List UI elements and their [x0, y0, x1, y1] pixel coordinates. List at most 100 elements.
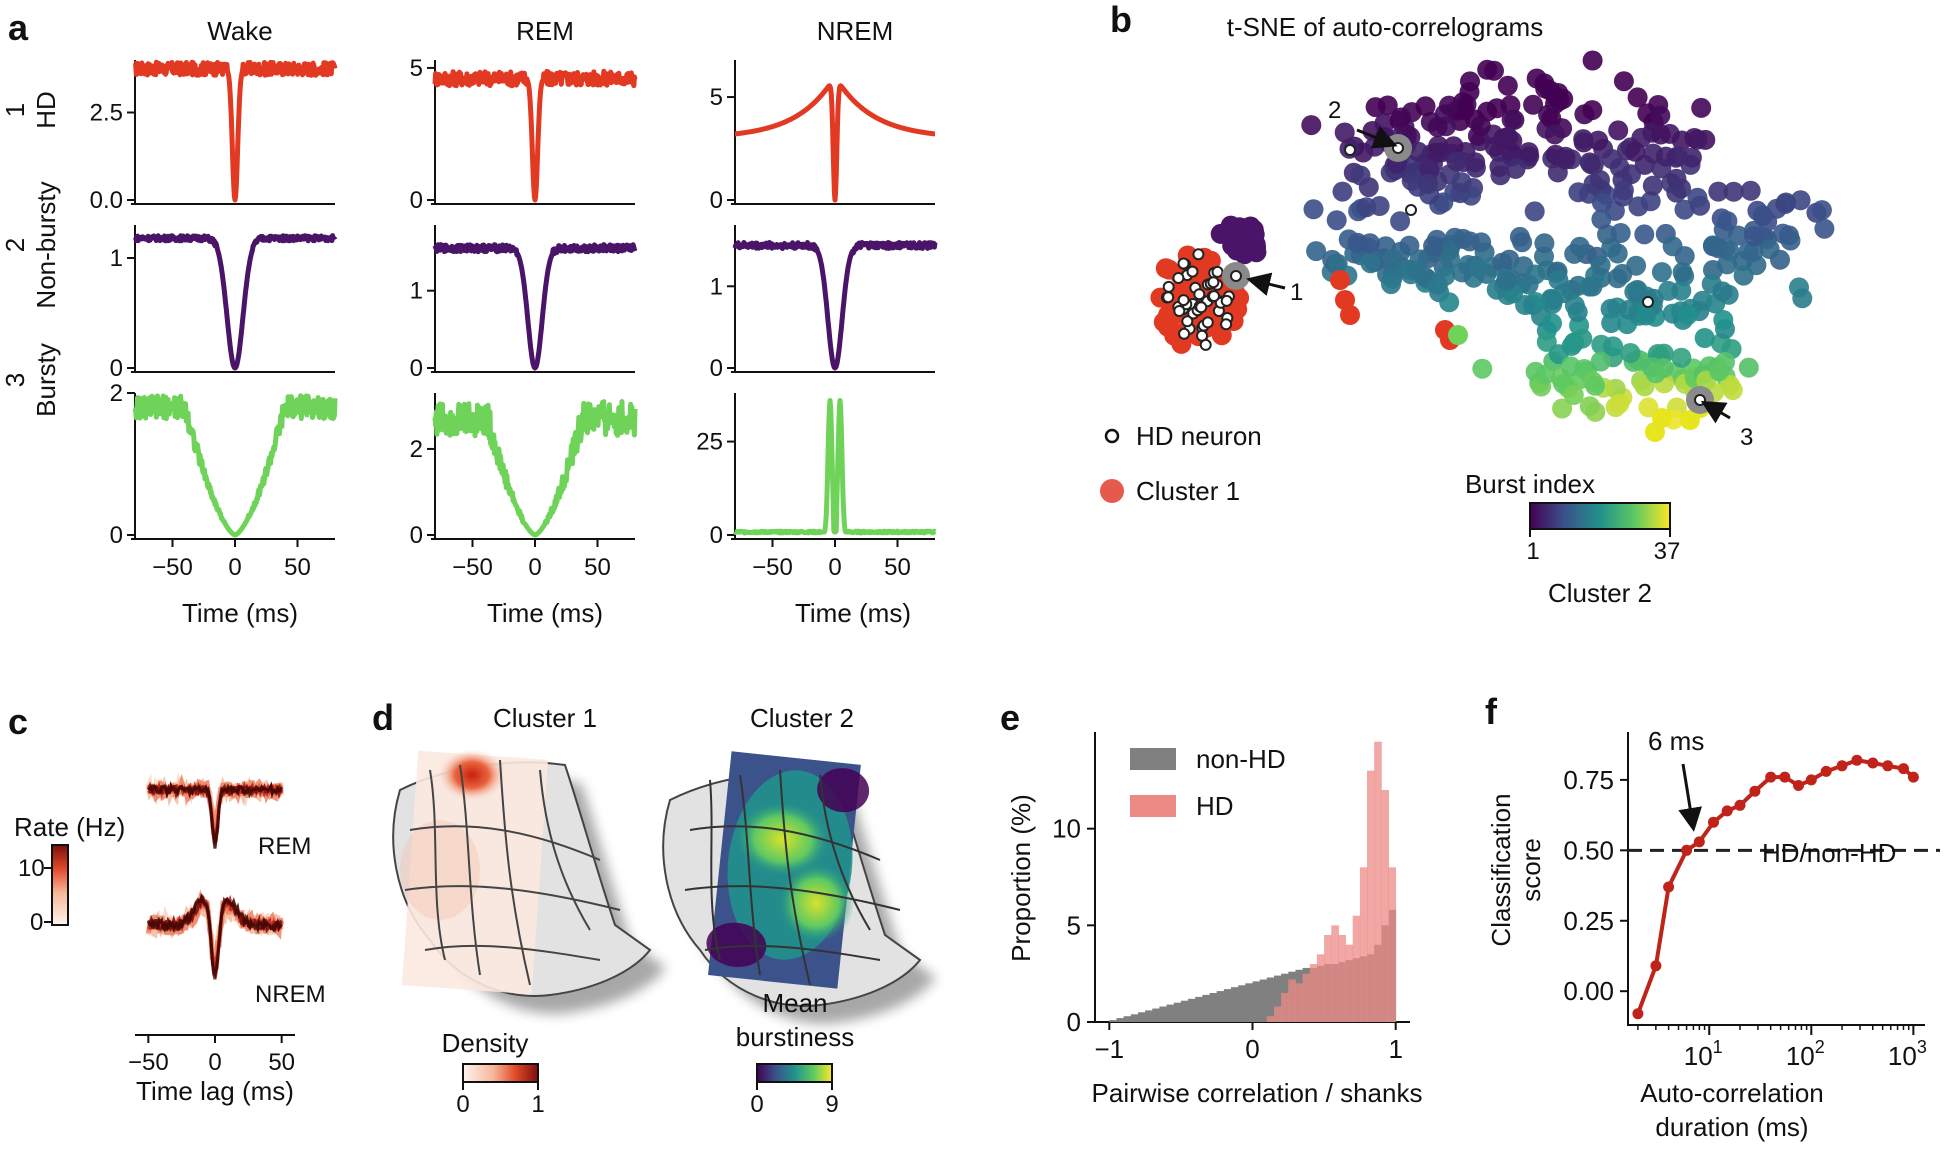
- panel-f-point: [1836, 760, 1848, 772]
- acg-ytick-label: 0: [710, 522, 723, 549]
- tsne-title: t-SNE of auto-correlograms: [1227, 12, 1543, 42]
- acg-subplot-bursty-rem: 0 2 −50 0 50: [410, 393, 638, 581]
- colorbar-min: 1: [1526, 538, 1539, 565]
- tsne-point: [1590, 351, 1611, 372]
- tsne-hd-marker: [1177, 294, 1190, 307]
- acg-ytick-label: 1: [410, 278, 423, 305]
- tsne-point: [1334, 122, 1355, 143]
- arrow-cell-1: [1246, 272, 1286, 296]
- panel-e-bar-nonhd: [1116, 1018, 1125, 1022]
- legend-hd-marker: [1104, 428, 1120, 444]
- tsne-hd-marker: [1181, 315, 1194, 328]
- panel-f-point: [1882, 760, 1894, 772]
- tsne-point: [1600, 298, 1621, 319]
- map2-title: Cluster 2: [750, 703, 854, 733]
- tsne-point: [1451, 172, 1472, 193]
- xlabel-rem: Time (ms): [487, 598, 603, 628]
- acg-ytick-label: 0: [710, 187, 723, 214]
- tsne-point: [1626, 255, 1647, 276]
- acg-subplot-hd-wake: 0.0 2.5: [90, 59, 338, 214]
- panel-e-ytick-label: 10: [1052, 814, 1081, 844]
- tsne-point: [1350, 165, 1371, 186]
- tsne-point: [1662, 236, 1683, 257]
- tsne-cluster1-point: [1340, 305, 1360, 325]
- acg-xtick-label: 50: [584, 554, 611, 581]
- panel-e-bar-hd: [1288, 979, 1296, 1022]
- map2-low2: [817, 768, 870, 813]
- tsne-point: [1568, 182, 1589, 203]
- panel-e-bar-nonhd: [1145, 1010, 1153, 1022]
- colorbar-title: Burst index: [1465, 469, 1595, 499]
- tsne-point: [1497, 75, 1518, 96]
- panel-label-e: e: [1000, 697, 1020, 738]
- arrow-cell-2: [1356, 126, 1398, 149]
- tsne-point: [1642, 175, 1663, 196]
- legend-cluster1-label: Cluster 1: [1136, 476, 1240, 506]
- tsne-point: [1567, 302, 1588, 323]
- tsne-point: [1515, 295, 1536, 315]
- tsne-point: [1712, 281, 1733, 302]
- acg-curve: [133, 233, 338, 371]
- tsne-point: [1620, 343, 1641, 363]
- tsne-hd-marker: [1186, 265, 1199, 278]
- panel-f-point: [1693, 836, 1705, 848]
- tsne-example-center: [1230, 270, 1242, 282]
- tsne-point: [1390, 211, 1411, 232]
- tsne-hd-marker: [1172, 272, 1185, 284]
- acg-subplot-nonbursty-nrem: 01: [710, 225, 938, 382]
- panel-e-bar-nonhd: [1209, 993, 1218, 1022]
- column-title-rem: REM: [516, 16, 574, 46]
- tsne-hd-marker: [1192, 248, 1205, 261]
- row-name-hd: HD: [31, 91, 61, 129]
- tsne-point: [1326, 210, 1347, 231]
- panel-f-inner-label: HD/non-HD: [1762, 838, 1896, 868]
- legend-cluster1-marker: [1100, 479, 1124, 503]
- tsne-point: [1601, 149, 1622, 169]
- panel-f-point: [1907, 771, 1919, 783]
- tsne-point: [1723, 181, 1744, 202]
- tsne-point: [1743, 241, 1764, 262]
- density-colorbar: [462, 1063, 539, 1083]
- panel-e-histogram: 0 5 10 −1 0 1: [1052, 732, 1410, 1064]
- acg-ytick-label: 25: [696, 429, 723, 456]
- tsne-point: [1645, 363, 1666, 384]
- acg-ytick-label: 2: [410, 436, 423, 463]
- panel-e-bar-hd: [1381, 790, 1389, 1022]
- tsne-point: [1536, 331, 1557, 352]
- tsne-point: [1655, 146, 1676, 167]
- panel-f-xtick-label: 102: [1786, 1037, 1825, 1071]
- arrow-label-2: 2: [1328, 97, 1341, 124]
- tsne-point: [1625, 141, 1646, 162]
- panel-e-bar-nonhd: [1266, 977, 1275, 1022]
- acg-axes: [131, 60, 335, 205]
- tsne-point: [1439, 292, 1460, 313]
- tsne-hd-marker: [1177, 257, 1190, 270]
- tsne-point: [1399, 235, 1420, 256]
- acg-axes: [731, 393, 935, 540]
- acg-ytick-label: 5: [410, 55, 423, 82]
- tsne-point: [1772, 223, 1793, 244]
- tsne-point: [1534, 233, 1555, 254]
- tsne-point: [1365, 97, 1386, 118]
- panel-c-plot: −50 0 50: [128, 772, 295, 1076]
- tsne-hd-marker: [1642, 296, 1654, 308]
- tsne-point: [1590, 255, 1611, 276]
- acg-curve: [133, 59, 338, 203]
- tsne-point: [1582, 100, 1603, 121]
- panel-f-xlabel-1: Auto-correlation: [1640, 1078, 1824, 1108]
- tsne-point: [1470, 115, 1491, 136]
- tsne-point: [1525, 264, 1546, 285]
- acg-xtick-label: 0: [828, 554, 841, 581]
- row-number-2: 2: [0, 238, 30, 252]
- tsne-hd-marker: [1162, 280, 1175, 293]
- tsne-point: [1588, 130, 1609, 151]
- colorbar-caption: Cluster 2: [1548, 578, 1652, 608]
- tsne-point: [1733, 265, 1754, 286]
- tsne-point: [1634, 376, 1655, 397]
- panel-e-ylabel: Proportion (%): [1006, 794, 1036, 962]
- acg-ytick-label: 2.5: [90, 100, 123, 127]
- acg-xtick-label: 50: [284, 554, 311, 581]
- tsne-point: [1628, 196, 1649, 217]
- tsne-point: [1651, 262, 1672, 283]
- tsne-point: [1687, 187, 1708, 208]
